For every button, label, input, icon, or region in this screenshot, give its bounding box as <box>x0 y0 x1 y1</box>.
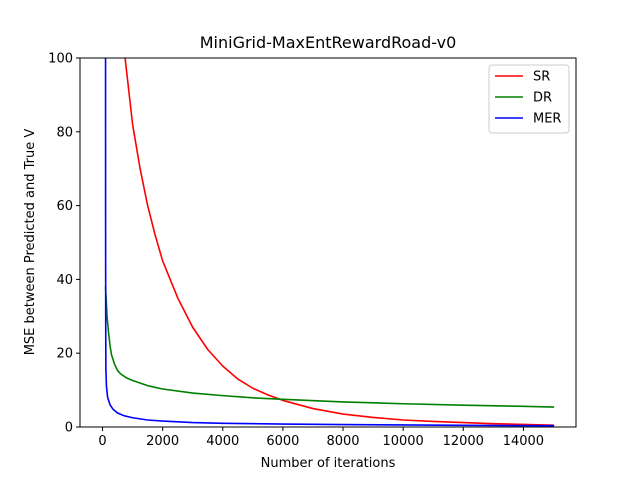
x-axis-label: Number of iterations <box>261 456 396 471</box>
x-tick-label: 2000 <box>146 434 179 449</box>
x-axis: 0 2000 4000 6000 8000 10000 12000 14000 <box>98 427 544 449</box>
y-tick-label: 20 <box>56 347 73 362</box>
series-line-sr <box>124 58 555 426</box>
plot-frame <box>79 57 577 428</box>
x-tick-label: 0 <box>98 434 106 449</box>
y-tick-label: 80 <box>56 125 73 140</box>
y-axis-label: MSE between Predicted and True V <box>23 129 38 356</box>
series-line-mer <box>104 58 555 427</box>
x-tick-label: 8000 <box>326 434 359 449</box>
legend-box <box>488 64 570 134</box>
legend-label-sr: SR <box>533 70 550 85</box>
x-tick-label: 10000 <box>382 434 423 449</box>
y-axis: 0 20 40 60 80 100 <box>48 52 80 436</box>
legend: SR DR MER <box>488 64 570 134</box>
y-tick-label: 60 <box>56 199 73 214</box>
chart-title: MiniGrid-MaxEntRewardRoad-v0 <box>200 33 457 52</box>
y-tick-label: 40 <box>56 273 73 288</box>
x-tick-label: 6000 <box>266 434 299 449</box>
x-tick-label: 14000 <box>503 434 544 449</box>
series-layer <box>104 58 555 427</box>
legend-label-dr: DR <box>533 91 552 106</box>
x-tick-label: 4000 <box>206 434 239 449</box>
y-tick-label: 100 <box>48 52 73 67</box>
series-line-dr <box>104 285 555 408</box>
y-tick-label: 0 <box>65 421 73 436</box>
x-tick-label: 12000 <box>443 434 484 449</box>
legend-label-mer: MER <box>533 112 561 127</box>
